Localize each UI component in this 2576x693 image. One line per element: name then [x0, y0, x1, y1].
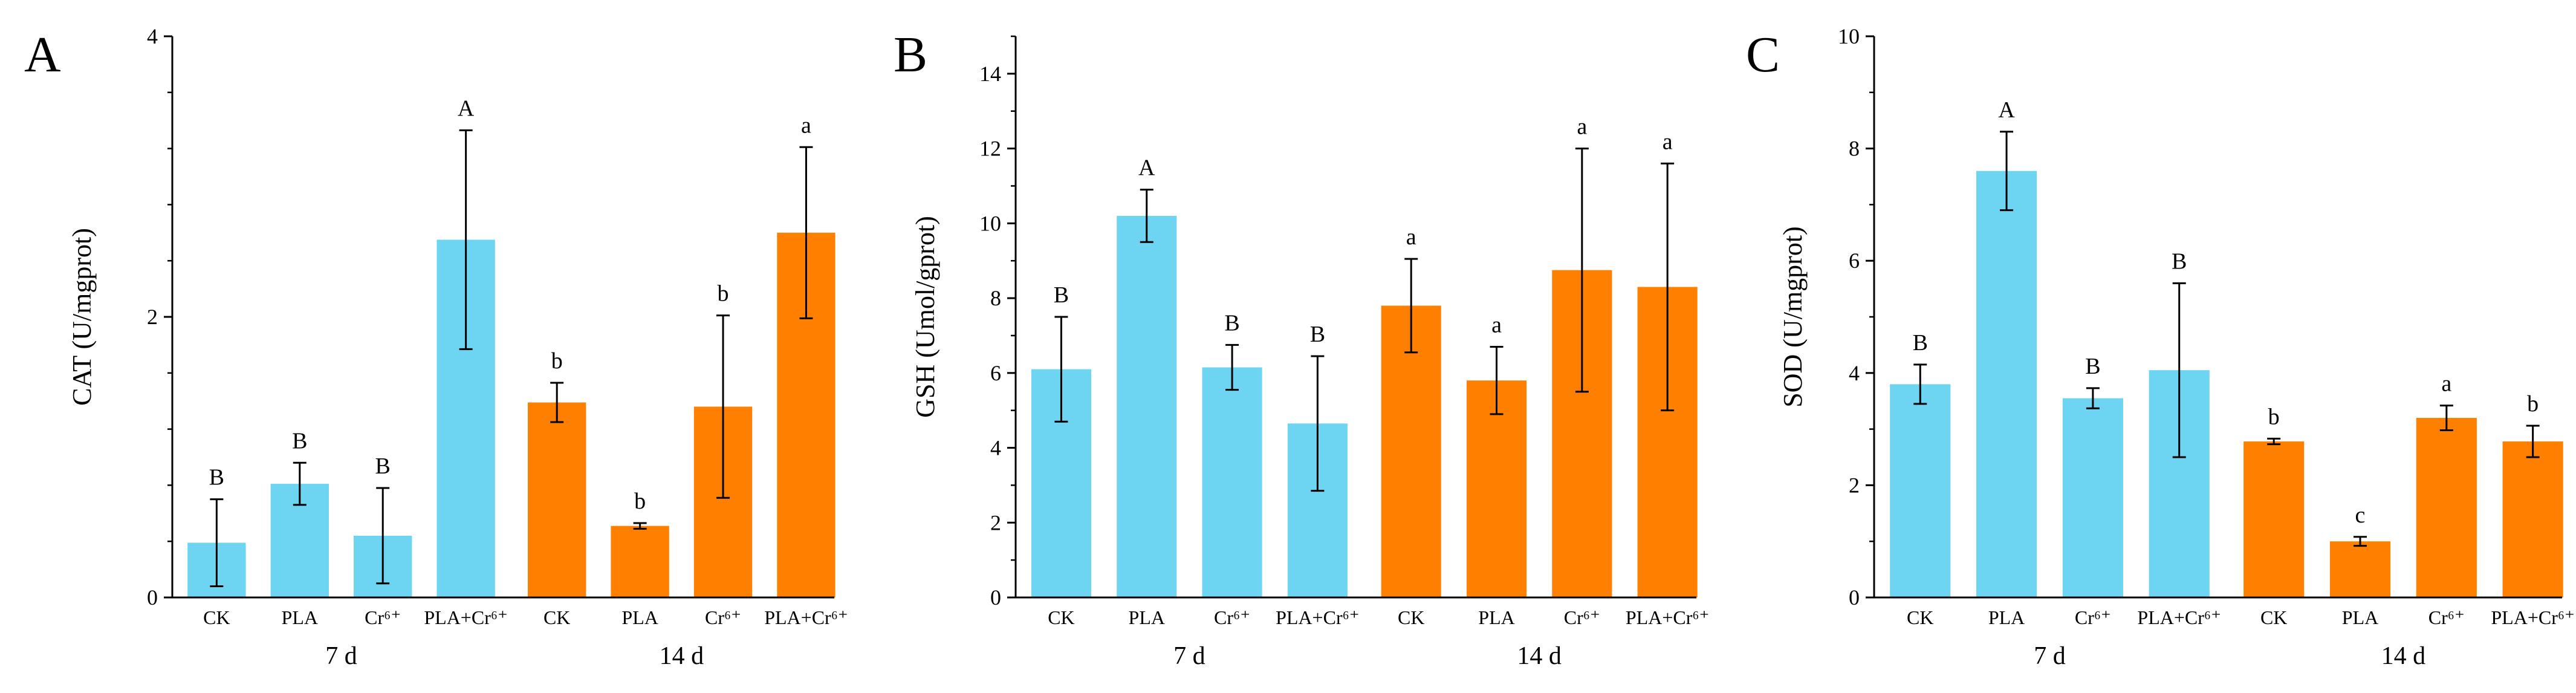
y-tick-label-c-4: 8 — [1849, 137, 1860, 161]
sig-letter-b-0-1: A — [1138, 155, 1155, 181]
y-tick-label-b-4: 8 — [990, 286, 1001, 310]
sig-letter-c-1-1: c — [2355, 503, 2366, 528]
y-axis-label-b: GSH (Umol/gprot) — [910, 216, 940, 418]
bar-c-1-3 — [2502, 441, 2563, 597]
x-tick-label-c-1-1: PLA — [2342, 607, 2378, 628]
sig-letter-b-0-3: B — [1310, 322, 1325, 347]
sig-letter-b-1-2: a — [1577, 114, 1587, 140]
sig-letter-c-0-2: B — [2085, 354, 2100, 379]
x-tick-label-a-1-0: CK — [543, 607, 570, 628]
bar-b-0-2 — [1202, 367, 1262, 597]
sig-letter-a-1-0: b — [551, 348, 563, 374]
x-tick-label-a-0-2: Cr⁶⁺ — [365, 607, 401, 628]
x-tick-label-a-1-2: Cr⁶⁺ — [705, 607, 741, 628]
x-tick-label-c-0-1: PLA — [1988, 607, 2025, 628]
sig-letter-b-0-2: B — [1224, 310, 1239, 336]
x-tick-label-a-0-3: PLA+Cr⁶⁺ — [424, 607, 508, 628]
sig-letter-a-0-1: B — [292, 428, 307, 454]
x-tick-label-c-1-3: PLA+Cr⁶⁺ — [2491, 607, 2575, 628]
sig-letter-c-1-2: a — [2441, 371, 2451, 397]
bar-c-0-2 — [2062, 398, 2123, 597]
x-tick-label-b-0-2: Cr⁶⁺ — [1214, 607, 1250, 628]
bar-c-0-1 — [1976, 171, 2037, 598]
sig-letter-b-1-1: a — [1491, 312, 1502, 337]
group-label-b-0: 7 d — [1173, 642, 1205, 670]
y-tick-label-c-3: 6 — [1849, 249, 1860, 273]
x-tick-label-a-1-1: PLA — [621, 607, 658, 628]
bar-b-1-1 — [1466, 380, 1527, 597]
group-label-b-1: 14 d — [1517, 642, 1562, 670]
bar-c-1-2 — [2416, 418, 2477, 597]
group-label-c-1: 14 d — [2381, 642, 2426, 670]
bar-b-1-0 — [1381, 305, 1441, 597]
y-tick-label-b-6: 12 — [979, 137, 1001, 161]
x-tick-label-a-1-3: PLA+Cr⁶⁺ — [764, 607, 848, 628]
sig-letter-c-0-0: B — [1913, 330, 1928, 356]
bar-b-0-1 — [1117, 215, 1177, 598]
y-tick-label-a-1: 2 — [147, 305, 158, 329]
x-tick-label-c-0-3: PLA+Cr⁶⁺ — [2137, 607, 2221, 628]
sig-letter-c-1-0: b — [2268, 404, 2280, 429]
y-tick-label-b-3: 6 — [990, 361, 1001, 385]
x-tick-label-c-0-2: Cr⁶⁺ — [2075, 607, 2111, 628]
x-tick-label-c-1-0: CK — [2260, 607, 2287, 628]
x-tick-label-b-1-1: PLA — [1478, 607, 1514, 628]
sig-letter-a-0-0: B — [209, 465, 224, 490]
x-tick-label-a-0-0: CK — [203, 607, 230, 628]
y-tick-label-b-5: 10 — [979, 211, 1001, 235]
x-tick-label-b-0-3: PLA+Cr⁶⁺ — [1276, 607, 1360, 628]
y-axis-label-a: CAT (U/mgprot) — [67, 228, 97, 406]
bar-c-1-1 — [2329, 541, 2391, 597]
sig-letter-b-0-0: B — [1054, 282, 1069, 308]
x-tick-label-b-1-2: Cr⁶⁺ — [1564, 607, 1600, 628]
y-tick-label-a-2: 4 — [147, 24, 158, 48]
group-label-c-0: 7 d — [2034, 642, 2066, 670]
sig-letter-c-0-3: B — [2172, 249, 2187, 274]
sig-letter-a-1-3: a — [801, 112, 811, 138]
x-tick-label-b-0-1: PLA — [1129, 607, 1165, 628]
sig-letter-a-0-3: A — [458, 96, 475, 121]
y-axis-label-c: SOD (U/mgprot) — [1778, 226, 1808, 407]
sig-letter-a-1-1: b — [634, 489, 646, 514]
y-tick-label-b-7: 14 — [979, 62, 1001, 86]
bar-c-0-0 — [1890, 384, 1951, 597]
sig-letter-c-1-3: b — [2527, 391, 2539, 417]
y-tick-label-b-0: 0 — [990, 585, 1001, 610]
y-tick-label-b-1: 2 — [990, 510, 1001, 535]
panel-letter-c: C — [1746, 27, 1780, 83]
panel-letter-b: B — [894, 27, 927, 83]
group-label-a-0: 7 d — [325, 642, 357, 670]
y-tick-label-a-0: 0 — [147, 585, 158, 610]
x-tick-label-b-0-0: CK — [1048, 607, 1074, 628]
panel-letter-a: A — [24, 27, 61, 83]
sig-letter-b-1-3: a — [1663, 129, 1673, 154]
y-tick-label-c-0: 0 — [1849, 585, 1860, 610]
y-tick-label-c-2: 4 — [1849, 361, 1860, 385]
sig-letter-a-1-2: b — [718, 281, 729, 307]
sig-letter-c-0-1: A — [1998, 97, 2015, 123]
y-tick-label-b-2: 4 — [990, 436, 1001, 460]
bar-a-1-0 — [528, 402, 586, 597]
x-tick-label-c-1-2: Cr⁶⁺ — [2428, 607, 2465, 628]
x-tick-label-c-0-0: CK — [1907, 607, 1933, 628]
y-tick-label-c-5: 10 — [1838, 24, 1860, 48]
x-tick-label-a-0-1: PLA — [282, 607, 318, 628]
y-tick-label-c-1: 2 — [1849, 473, 1860, 497]
sig-letter-b-1-0: a — [1406, 224, 1416, 250]
sig-letter-a-0-2: B — [375, 454, 391, 479]
bar-c-1-0 — [2243, 441, 2305, 597]
group-label-a-1: 14 d — [660, 642, 704, 670]
bar-a-1-1 — [611, 525, 669, 597]
x-tick-label-b-1-3: PLA+Cr⁶⁺ — [1626, 607, 1710, 628]
x-tick-label-b-1-0: CK — [1398, 607, 1424, 628]
